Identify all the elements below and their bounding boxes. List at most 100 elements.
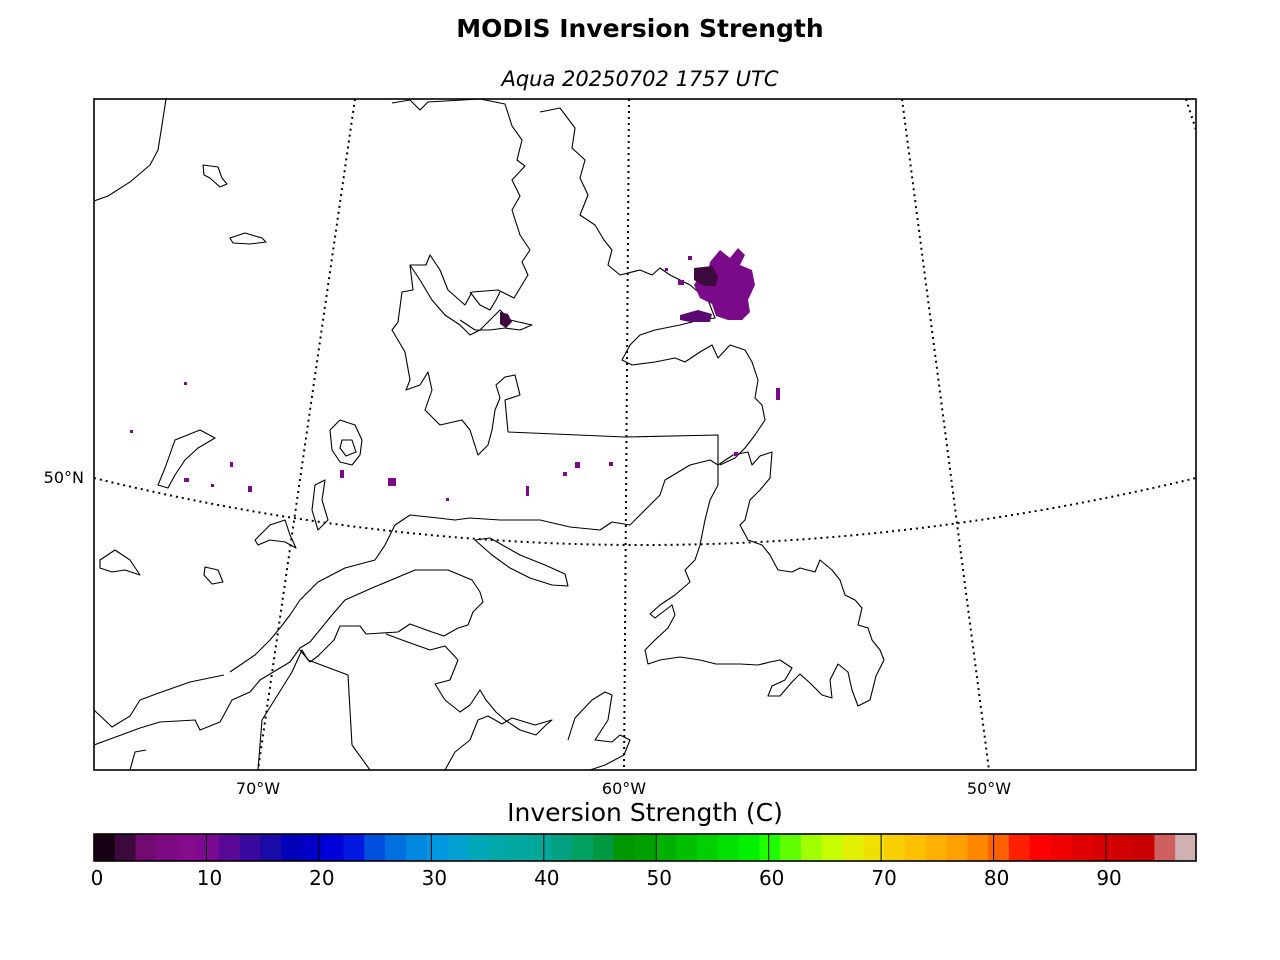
colorbar-swatch bbox=[197, 834, 220, 861]
newfoundland-coast bbox=[644, 451, 885, 707]
colorbar-swatch bbox=[759, 834, 781, 861]
colorbar-swatch bbox=[1133, 834, 1156, 861]
coast-northwest bbox=[94, 99, 167, 202]
north-shore-west bbox=[94, 674, 225, 728]
colorbar-swatch bbox=[1008, 834, 1031, 861]
colorbar-swatch bbox=[655, 834, 677, 861]
colorbar-swatch bbox=[967, 834, 989, 861]
parallel-50n bbox=[94, 477, 1196, 546]
colorbar-swatch bbox=[1092, 834, 1114, 861]
colorbar-tick-label: 90 bbox=[1096, 866, 1121, 890]
inversion-speck bbox=[230, 462, 233, 467]
inversion-speck bbox=[678, 280, 684, 285]
lon-label-50w: 50°W bbox=[967, 779, 1011, 798]
colorbar-tick-label: 80 bbox=[984, 866, 1009, 890]
meridian-70w bbox=[257, 99, 356, 770]
inversion-speck bbox=[776, 388, 780, 400]
colorbar-swatch bbox=[1029, 834, 1052, 861]
colorbar-label: Inversion Strength (C) bbox=[507, 798, 783, 827]
colorbar-swatch bbox=[593, 834, 615, 861]
inversion-cluster-strip bbox=[680, 310, 712, 322]
colorbar-swatch bbox=[717, 834, 740, 861]
map-area bbox=[94, 99, 1196, 770]
colorbar-swatch bbox=[239, 834, 261, 861]
colorbar-swatch bbox=[551, 834, 573, 861]
colorbar-tick-label: 0 bbox=[91, 866, 104, 890]
colorbar-swatch bbox=[634, 834, 656, 861]
inversion-speck bbox=[388, 478, 396, 486]
colorbar-swatch bbox=[177, 834, 199, 861]
new-brunswick-coast bbox=[257, 649, 371, 770]
colorbar-swatch bbox=[322, 834, 345, 861]
colorbar-swatch bbox=[343, 834, 365, 861]
map-frame bbox=[93, 98, 1197, 771]
inversion-speck bbox=[340, 470, 344, 478]
inversion-speck bbox=[526, 486, 529, 496]
colorbar-swatch bbox=[1050, 834, 1072, 861]
colorbar-swatch bbox=[530, 834, 553, 861]
inversion-speck bbox=[688, 256, 692, 260]
colorbar-swatch bbox=[135, 834, 157, 861]
colorbar-swatch bbox=[884, 834, 906, 861]
inversion-data bbox=[130, 248, 780, 501]
lake-fragments bbox=[99, 429, 329, 576]
colorbar-swatch bbox=[572, 834, 594, 861]
colorbar-swatch bbox=[842, 834, 864, 861]
colorbar-swatch bbox=[696, 834, 719, 861]
manicouagan bbox=[329, 419, 363, 466]
colorbar-swatch bbox=[863, 834, 885, 861]
colorbar-swatch bbox=[281, 834, 303, 861]
labrador-inlets bbox=[409, 264, 533, 336]
inversion-speck bbox=[184, 382, 187, 385]
colorbar-swatch bbox=[405, 834, 428, 861]
colorbar-swatch bbox=[94, 834, 116, 861]
colorbar-tick-label: 60 bbox=[759, 866, 784, 890]
colorbar-swatch bbox=[925, 834, 948, 861]
colorbar-swatch bbox=[904, 834, 927, 861]
chart-title: MODIS Inversion Strength bbox=[456, 14, 824, 43]
meridian-50w bbox=[901, 99, 990, 770]
colorbar-swatch bbox=[1112, 834, 1135, 861]
labrador-coast bbox=[229, 99, 719, 673]
inversion-cluster-bay bbox=[500, 312, 512, 328]
colorbar-swatch bbox=[218, 834, 241, 861]
colorbar-swatch bbox=[426, 834, 449, 861]
colorbar-tick-label: 30 bbox=[422, 866, 447, 890]
meridian-60w bbox=[623, 99, 630, 770]
colorbar-swatch bbox=[1154, 834, 1176, 861]
island-3 bbox=[203, 566, 224, 585]
colorbar-swatch bbox=[946, 834, 968, 861]
colorbar-tick-label: 50 bbox=[647, 866, 672, 890]
colorbar-swatch bbox=[509, 834, 532, 861]
colorbar-swatch bbox=[301, 834, 324, 861]
colorbar-ticks: 0 10 20 30 40 50 60 70 80 90 bbox=[91, 834, 1122, 890]
lon-label-60w: 60°W bbox=[602, 779, 646, 798]
colorbar-swatch bbox=[385, 834, 407, 861]
inversion-speck bbox=[563, 472, 567, 476]
anticosti-island bbox=[474, 537, 569, 587]
gaspe-coast bbox=[94, 569, 484, 746]
maritimes-coast bbox=[385, 633, 553, 770]
coastlines bbox=[94, 99, 885, 770]
colorbar-swatch bbox=[988, 834, 1010, 861]
colorbar-swatch bbox=[447, 834, 469, 861]
labrador-east-coast bbox=[539, 107, 766, 466]
island-2 bbox=[229, 232, 267, 245]
colorbar-tick-label: 20 bbox=[309, 866, 334, 890]
inversion-speck bbox=[184, 478, 189, 482]
inversion-speck bbox=[665, 268, 668, 271]
colorbar-swatch bbox=[1175, 834, 1197, 861]
inversion-speck bbox=[130, 430, 133, 433]
colorbar-swatch bbox=[489, 834, 511, 861]
inversion-cluster-main bbox=[694, 248, 755, 320]
colorbar-tick-label: 40 bbox=[534, 866, 559, 890]
colorbar-swatch bbox=[800, 834, 823, 861]
colorbar-swatch bbox=[260, 834, 282, 861]
colorbar-swatch bbox=[821, 834, 844, 861]
inversion-speck bbox=[248, 486, 252, 492]
chart-subtitle: Aqua 20250702 1757 UTC bbox=[501, 67, 779, 91]
colorbar-swatch bbox=[114, 834, 137, 861]
colorbar bbox=[94, 834, 1197, 861]
colorbar-tick-label: 70 bbox=[871, 866, 896, 890]
colorbar-tick-label: 10 bbox=[197, 866, 222, 890]
